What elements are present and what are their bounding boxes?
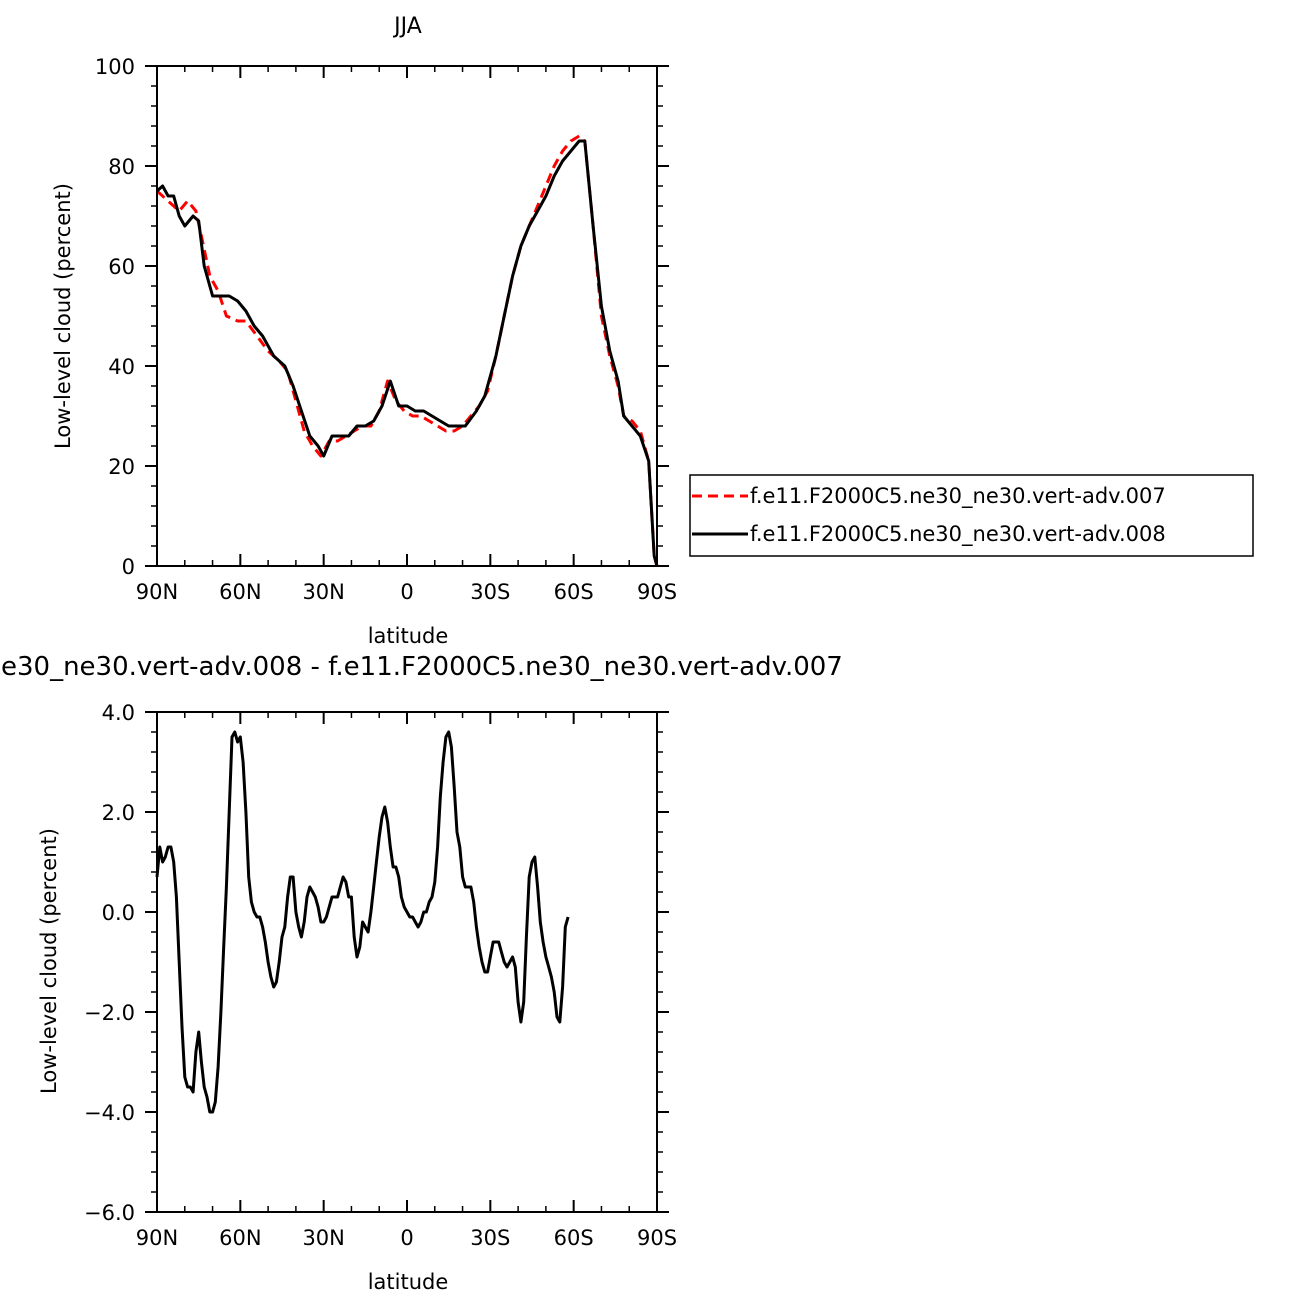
y-axis-label: Low-level cloud (percent)	[37, 828, 61, 1094]
x-tick-label: 0	[400, 1226, 413, 1250]
x-tick-label: 90S	[637, 1226, 677, 1250]
x-tick-label: 30N	[302, 1226, 344, 1250]
y-tick-label: 20	[108, 455, 135, 479]
series-group	[155, 134, 659, 567]
cloud-chart: JJA Low-level cloud (percent) latitude 9…	[51, 14, 1254, 648]
chart-title: JJA	[392, 14, 422, 39]
y-tick-label: −6.0	[84, 1201, 135, 1225]
x-tick-label: 90N	[136, 1226, 178, 1250]
y-tick-label: 0	[122, 555, 135, 579]
x-tick-label: 60S	[554, 580, 594, 604]
x-tick-label: 90N	[136, 580, 178, 604]
x-tick-label: 60S	[554, 1226, 594, 1250]
axis-ticks: 90N 60N 30N 0 30S 60S 90S 0 20 40 60 80 100	[95, 55, 677, 604]
legend-label-007: f.e11.F2000C5.ne30_ne30.vert-adv.007	[750, 484, 1166, 509]
y-tick-label: 4.0	[102, 701, 135, 725]
series-line-1	[156, 139, 659, 567]
series-line-0	[155, 730, 570, 1114]
y-tick-label: 100	[95, 55, 135, 79]
y-tick-label: 2.0	[102, 801, 135, 825]
y-axis-label: Low-level cloud (percent)	[51, 183, 75, 449]
x-tick-label: 60N	[219, 1226, 261, 1250]
x-tick-label: 0	[400, 580, 413, 604]
legend: f.e11.F2000C5.ne30_ne30.vert-adv.007 f.e…	[689, 474, 1254, 557]
difference-chart: e30_ne30.vert-adv.008 - f.e11.F2000C5.ne…	[1, 652, 843, 1294]
y-tick-label: −2.0	[84, 1001, 135, 1025]
x-tick-label: 30S	[470, 1226, 510, 1250]
x-tick-label: 60N	[219, 580, 261, 604]
axis-ticks: 90N 60N 30N 0 30S 60S 90S −6.0 −4.0 −2.0 0.0 2.0 4.0	[84, 701, 677, 1250]
y-tick-label: 80	[108, 155, 135, 179]
x-tick-label: 30S	[470, 580, 510, 604]
plot-frame	[156, 711, 658, 1213]
x-tick-label: 30N	[302, 580, 344, 604]
x-axis-label: latitude	[368, 1270, 449, 1294]
y-tick-label: 0.0	[102, 901, 135, 925]
x-axis-label: latitude	[368, 624, 449, 648]
chart-title: e30_ne30.vert-adv.008 - f.e11.F2000C5.ne…	[1, 652, 843, 682]
series-line-0	[155, 134, 659, 567]
x-tick-label: 90S	[637, 580, 677, 604]
legend-box	[689, 474, 1254, 557]
y-tick-label: 40	[108, 355, 135, 379]
y-tick-label: −4.0	[84, 1101, 135, 1125]
legend-label-008: f.e11.F2000C5.ne30_ne30.vert-adv.008	[750, 522, 1166, 547]
y-tick-label: 60	[108, 255, 135, 279]
series-group	[155, 730, 570, 1114]
plot-frame	[156, 65, 658, 567]
